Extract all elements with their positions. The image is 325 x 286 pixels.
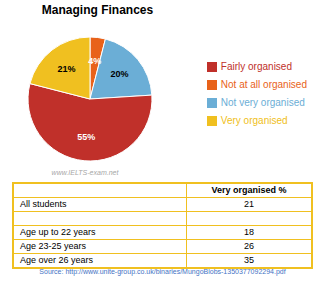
html-text:18: 18 — [243, 227, 254, 237]
html-text:Age up to 22 years: Age up to 22 years — [20, 227, 96, 237]
html-text:Age 23-25 years: Age 23-25 years — [20, 241, 86, 251]
html-text:26: 26 — [243, 241, 254, 251]
html-text:All students: All students — [20, 199, 67, 209]
html-text:www.IELTS-exam.net: www.IELTS-exam.net — [51, 169, 119, 176]
html-text:Very organised %: Very organised % — [211, 185, 287, 195]
html-text:Not very organised: Not very organised — [220, 97, 305, 108]
html-text:Not at all organised: Not at all organised — [220, 79, 307, 90]
html-text:Source: http://www.unite-group: Source: http://www.unite-group.co.uk/bin… — [39, 268, 286, 275]
svg-text:21%: 21% — [57, 64, 75, 74]
html-text:Fairly organised: Fairly organised — [220, 61, 292, 72]
html-text:Age over 26 years: Age over 26 years — [20, 255, 93, 265]
svg-text:20%: 20% — [111, 69, 129, 79]
html-text:Very organised: Very organised — [220, 115, 288, 126]
svg-text:4%: 4% — [88, 56, 101, 66]
svg-text:55%: 55% — [77, 132, 95, 142]
html-text:Managing Finances: Managing Finances — [41, 3, 154, 17]
html-text:35: 35 — [243, 255, 254, 265]
html-text:21: 21 — [243, 199, 254, 209]
